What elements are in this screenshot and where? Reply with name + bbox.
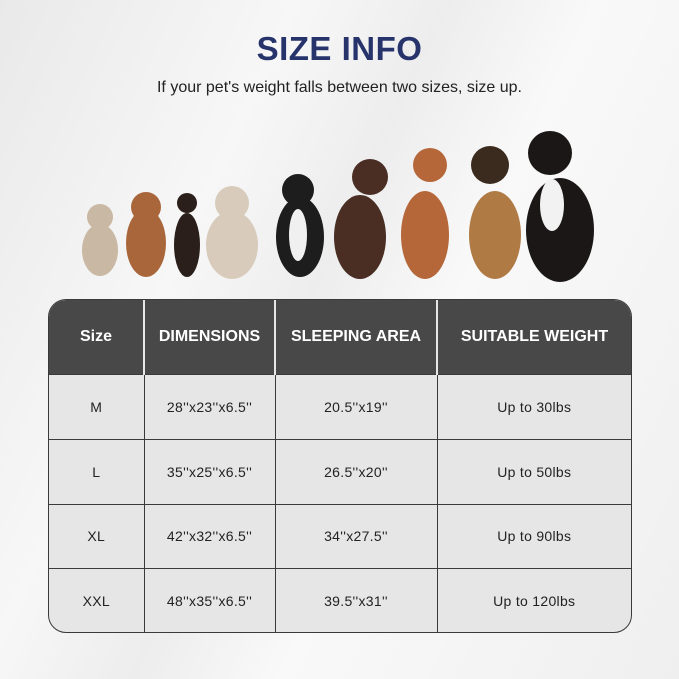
cell-weight: Up to 90lbs <box>437 503 631 569</box>
header-sleeping-area: SLEEPING AREA <box>275 300 438 375</box>
miniature-pinscher <box>174 193 200 277</box>
vizsla <box>401 148 449 279</box>
cell-weight: Up to 120lbs <box>437 568 631 632</box>
table-row: M 28''x23''x6.5'' 20.5''x19'' Up to 30lb… <box>49 374 631 440</box>
cell-size: L <box>49 438 145 505</box>
page-title: SIZE INFO <box>256 30 423 67</box>
french-bulldog <box>82 204 118 276</box>
german-shepherd <box>469 146 521 279</box>
table-row: XXL 48''x35''x6.5'' 39.5''x31'' Up to 12… <box>49 568 631 632</box>
cell-dimensions: 35''x25''x6.5'' <box>144 438 276 505</box>
header-dimensions: DIMENSIONS <box>144 300 276 375</box>
cell-sleeping-area: 26.5''x20'' <box>275 438 438 505</box>
header-size: Size <box>49 300 145 375</box>
cell-size: XL <box>49 503 145 569</box>
cell-size: XXL <box>49 568 145 632</box>
table-row: L 35''x25''x6.5'' 26.5''x20'' Up to 50lb… <box>49 438 631 505</box>
cell-dimensions: 48''x35''x6.5'' <box>144 568 276 632</box>
cell-weight: Up to 30lbs <box>437 374 631 440</box>
table-header-row: Size DIMENSIONS SLEEPING AREA SUITABLE W… <box>49 300 631 375</box>
cell-dimensions: 28''x23''x6.5'' <box>144 374 276 440</box>
labrador <box>334 159 388 279</box>
cell-sleeping-area: 20.5''x19'' <box>275 374 438 440</box>
header-suitable-weight: SUITABLE WEIGHT <box>437 300 631 375</box>
size-table: Size DIMENSIONS SLEEPING AREA SUITABLE W… <box>48 299 632 633</box>
table-row: XL 42''x32''x6.5'' 34''x27.5'' Up to 90l… <box>49 503 631 569</box>
subtitle: If your pet's weight falls between two s… <box>156 79 522 96</box>
english-bulldog <box>206 186 258 279</box>
cell-sleeping-area: 34''x27.5'' <box>275 503 438 569</box>
dogs-lineup-image <box>82 131 594 282</box>
cell-dimensions: 42''x32''x6.5'' <box>144 503 276 569</box>
cell-sleeping-area: 39.5''x31'' <box>275 568 438 632</box>
cell-size: M <box>49 374 145 440</box>
border-collie <box>276 174 324 277</box>
bernese-mountain-dog <box>526 131 594 282</box>
cavalier-spaniel <box>126 192 166 277</box>
cell-weight: Up to 50lbs <box>437 438 631 505</box>
